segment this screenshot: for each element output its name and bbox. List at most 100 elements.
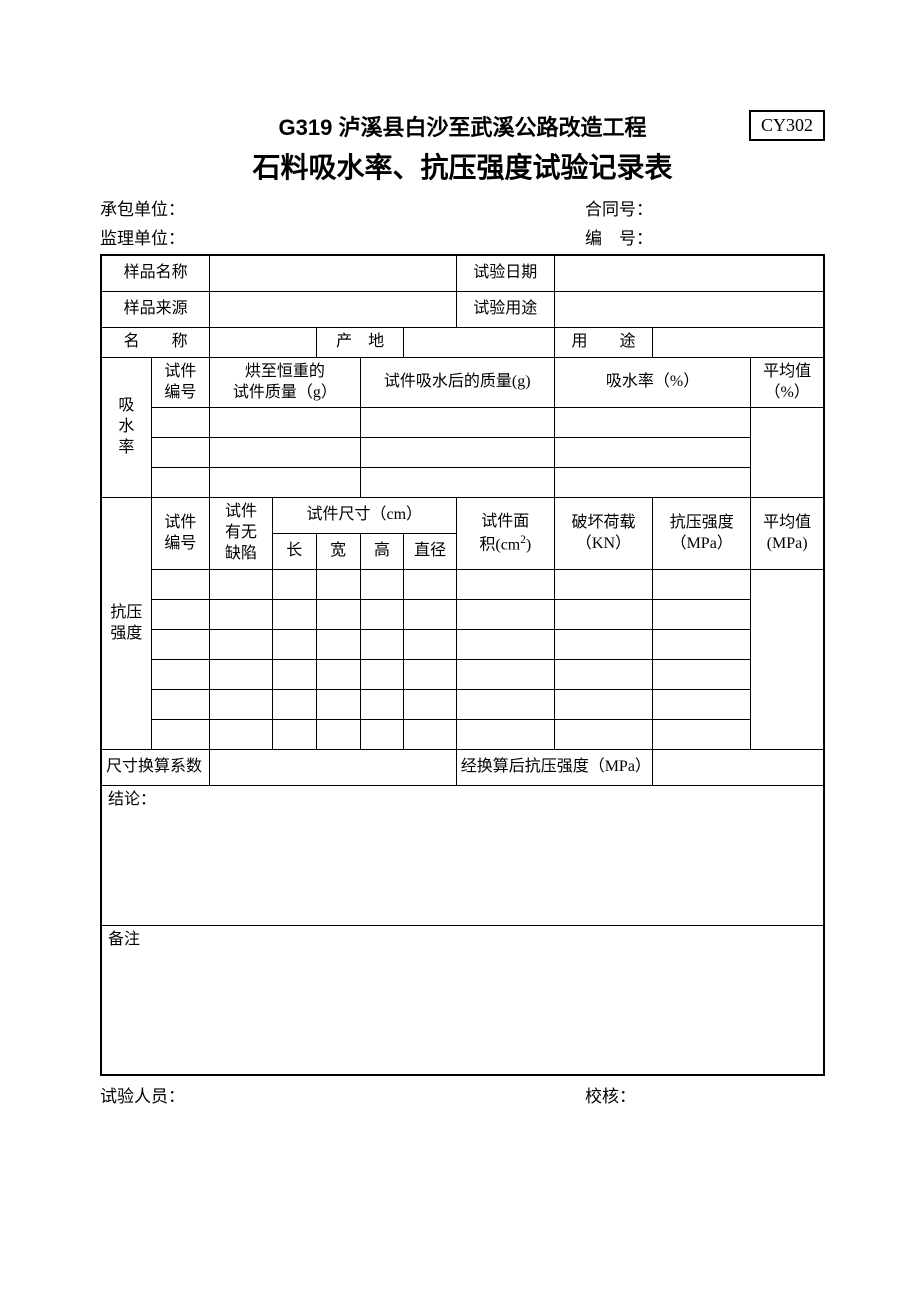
comp-row-load[interactable] <box>554 569 652 599</box>
abs-row-dried[interactable] <box>210 438 360 468</box>
comp-row-w[interactable] <box>316 659 360 689</box>
comp-row-h[interactable] <box>360 569 404 599</box>
comp-row-w[interactable] <box>316 569 360 599</box>
main-form-table: 样品名称 试验日期 样品来源 试验用途 名 称 产 地 用 途 吸水率 试件编号… <box>100 254 825 1076</box>
comp-row-d[interactable] <box>404 659 456 689</box>
comp-row-d[interactable] <box>404 599 456 629</box>
abs-row-wet[interactable] <box>360 468 554 498</box>
specimen-no-label: 试件编号 <box>151 357 210 408</box>
abs-row-no[interactable] <box>151 408 210 438</box>
comp-row-l[interactable] <box>272 599 316 629</box>
converted-strength-label: 经换算后抗压强度（MPa） <box>456 749 652 785</box>
comp-row-area[interactable] <box>456 659 554 689</box>
comp-row-load[interactable] <box>554 659 652 689</box>
converted-strength-value[interactable] <box>653 749 824 785</box>
comp-row-load[interactable] <box>554 629 652 659</box>
abs-row-wet[interactable] <box>360 438 554 468</box>
comp-row-strength[interactable] <box>653 659 751 689</box>
comp-row-h[interactable] <box>360 599 404 629</box>
abs-row-no[interactable] <box>151 438 210 468</box>
test-date-value[interactable] <box>554 255 824 291</box>
comp-row-no[interactable] <box>151 719 210 749</box>
comp-row-h[interactable] <box>360 689 404 719</box>
comp-row-area[interactable] <box>456 569 554 599</box>
comp-row-no[interactable] <box>151 599 210 629</box>
test-purpose-label: 试验用途 <box>456 291 554 327</box>
comp-row-defect[interactable] <box>210 659 273 689</box>
abs-row-dried[interactable] <box>210 468 360 498</box>
comp-row-w[interactable] <box>316 599 360 629</box>
abs-row-rate[interactable] <box>554 468 750 498</box>
strength-label: 抗压强度（MPa） <box>653 498 751 569</box>
name-label: 名 称 <box>101 327 210 357</box>
comp-row-defect[interactable] <box>210 599 273 629</box>
size-factor-value[interactable] <box>210 749 457 785</box>
comp-row-h[interactable] <box>360 629 404 659</box>
main-title: 石料吸水率、抗压强度试验记录表 <box>100 146 825 186</box>
comp-row-w[interactable] <box>316 689 360 719</box>
comp-row-load[interactable] <box>554 719 652 749</box>
abs-row-no[interactable] <box>151 468 210 498</box>
comp-row-no[interactable] <box>151 629 210 659</box>
comp-row-l[interactable] <box>272 569 316 599</box>
compression-section-label: 抗压强度 <box>101 498 151 749</box>
comp-row-l[interactable] <box>272 689 316 719</box>
comp-avg-value[interactable] <box>751 569 824 749</box>
contractor-label: 承包单位： <box>100 200 185 219</box>
comp-row-d[interactable] <box>404 569 456 599</box>
comp-row-h[interactable] <box>360 719 404 749</box>
comp-row-h[interactable] <box>360 659 404 689</box>
size-label: 试件尺寸（cm） <box>272 498 456 534</box>
defect-label: 试件有无缺陷 <box>210 498 273 569</box>
remark-label: 备注 <box>108 931 140 948</box>
sample-name-label: 样品名称 <box>101 255 210 291</box>
absorption-section-label: 吸水率 <box>101 357 151 498</box>
name-value[interactable] <box>210 327 317 357</box>
abs-avg-value[interactable] <box>751 408 824 498</box>
comp-row-no[interactable] <box>151 659 210 689</box>
comp-row-area[interactable] <box>456 629 554 659</box>
length-label: 长 <box>272 534 316 570</box>
comp-row-area[interactable] <box>456 599 554 629</box>
comp-row-l[interactable] <box>272 719 316 749</box>
comp-row-strength[interactable] <box>653 569 751 599</box>
comp-row-w[interactable] <box>316 719 360 749</box>
comp-row-no[interactable] <box>151 569 210 599</box>
comp-row-w[interactable] <box>316 629 360 659</box>
origin-value[interactable] <box>404 327 554 357</box>
abs-row-rate[interactable] <box>554 438 750 468</box>
comp-row-area[interactable] <box>456 719 554 749</box>
abs-row-dried[interactable] <box>210 408 360 438</box>
comp-row-defect[interactable] <box>210 569 273 599</box>
comp-row-d[interactable] <box>404 719 456 749</box>
specimen-no-label-2: 试件编号 <box>151 498 210 569</box>
comp-row-defect[interactable] <box>210 719 273 749</box>
comp-row-l[interactable] <box>272 659 316 689</box>
comp-row-strength[interactable] <box>653 689 751 719</box>
remark-cell[interactable]: 备注 <box>101 925 824 1075</box>
comp-row-load[interactable] <box>554 689 652 719</box>
avg-mpa-label: 平均值(MPa) <box>751 498 824 569</box>
comp-row-defect[interactable] <box>210 689 273 719</box>
area-label: 试件面积(cm2) <box>456 498 554 569</box>
use-value[interactable] <box>653 327 824 357</box>
abs-row-wet[interactable] <box>360 408 554 438</box>
sample-name-value[interactable] <box>210 255 457 291</box>
comp-row-load[interactable] <box>554 599 652 629</box>
test-purpose-value[interactable] <box>554 291 824 327</box>
comp-row-no[interactable] <box>151 689 210 719</box>
comp-row-defect[interactable] <box>210 629 273 659</box>
comp-row-l[interactable] <box>272 629 316 659</box>
comp-row-d[interactable] <box>404 689 456 719</box>
comp-row-strength[interactable] <box>653 599 751 629</box>
conclusion-label: 结论： <box>108 791 156 808</box>
comp-row-area[interactable] <box>456 689 554 719</box>
sample-source-value[interactable] <box>210 291 457 327</box>
conclusion-cell[interactable]: 结论： <box>101 785 824 925</box>
comp-row-strength[interactable] <box>653 629 751 659</box>
height-label: 高 <box>360 534 404 570</box>
abs-row-rate[interactable] <box>554 408 750 438</box>
comp-row-d[interactable] <box>404 629 456 659</box>
comp-row-strength[interactable] <box>653 719 751 749</box>
supervisor-label: 监理单位： <box>100 229 185 248</box>
